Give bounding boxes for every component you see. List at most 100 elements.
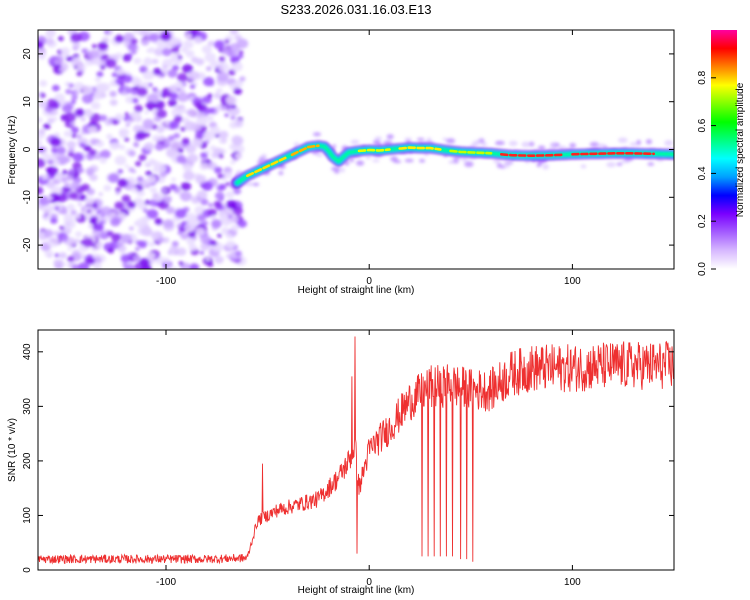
ridge-halo-blob [312, 132, 322, 137]
noise-blob [183, 170, 195, 181]
noise-blob [166, 264, 173, 269]
noise-blob [206, 115, 214, 122]
noise-blob [136, 189, 145, 197]
heatmap-y-tick-label: -20 [22, 237, 33, 252]
snr-y-axis-label: SNR (10 * v/v) [7, 418, 18, 482]
ridge-halo-blob [356, 160, 365, 166]
noise-blob [200, 242, 210, 251]
noise-blob [222, 48, 230, 55]
noise-blob [177, 55, 183, 60]
snr-x-tick-label: 0 [366, 577, 372, 588]
noise-blob [228, 69, 236, 76]
noise-blob [227, 214, 233, 219]
noise-blob [209, 60, 219, 68]
noise-blob [65, 88, 72, 95]
ridge-halo-blob [580, 164, 587, 169]
noise-blob [200, 198, 209, 206]
noise-blob [194, 205, 205, 215]
noise-blob [58, 252, 67, 259]
noise-blob [182, 64, 193, 74]
noise-blob [54, 132, 60, 137]
noise-blob [208, 203, 214, 208]
noise-blob [116, 241, 124, 248]
noise-blob [159, 31, 172, 42]
noise-blob [92, 262, 102, 269]
noise-blob [173, 132, 181, 139]
noise-blob [54, 253, 60, 258]
noise-blob [238, 50, 244, 55]
ridge-halo-blob [542, 164, 549, 170]
noise-blob [98, 192, 103, 197]
noise-blob [39, 80, 48, 87]
noise-blob [76, 134, 82, 139]
ridge-halo-blob [616, 162, 623, 166]
ridge-halo-blob [445, 138, 456, 144]
ridge-halo-blob [374, 136, 383, 141]
ridge-halo-blob [442, 137, 447, 141]
noise-blob [232, 135, 244, 146]
noise-blob [201, 45, 212, 54]
noise-blob [114, 201, 124, 210]
ridge-halo-blob [589, 142, 600, 147]
noise-blob [39, 128, 46, 135]
noise-blob [38, 93, 42, 98]
snr-axes: -100 0 100 0 100 200 300 400 [22, 330, 674, 588]
noise-blob [236, 38, 249, 49]
snr-series-line [38, 336, 674, 565]
noise-blob [231, 61, 243, 72]
ridge-halo-blob [529, 141, 535, 147]
noise-blob [163, 219, 174, 229]
noise-blob [213, 152, 220, 158]
noise-blob [96, 246, 102, 250]
ridge-halo-blob [386, 134, 394, 140]
noise-blob [233, 119, 244, 128]
noise-blob [218, 130, 229, 139]
noise-blob [54, 59, 62, 65]
noise-blob [59, 66, 67, 73]
noise-blob [67, 256, 75, 262]
ridge-halo-blob [365, 155, 371, 160]
noise-blob [44, 250, 54, 258]
noise-blob [66, 140, 77, 149]
noise-blob [111, 233, 121, 242]
noise-blob [159, 171, 167, 178]
colorbar-gradient [711, 30, 737, 269]
noise-blob [67, 151, 75, 158]
noise-blob [207, 93, 213, 98]
ridge-hot-segment [500, 153, 564, 157]
noise-blob [70, 90, 76, 95]
noise-blob [50, 137, 62, 147]
noise-blob [204, 52, 216, 63]
noise-blob [224, 39, 230, 44]
noise-blob [161, 64, 168, 70]
noise-blob [127, 53, 133, 58]
noise-blob [196, 196, 202, 201]
noise-blob [38, 139, 43, 147]
noise-blob [45, 167, 53, 173]
ridge-halo-blob [278, 171, 284, 176]
noise-blob [217, 233, 222, 238]
noise-blob [47, 207, 54, 213]
noise-blob [65, 104, 73, 110]
noise-blob [43, 123, 51, 130]
snr-panel: -100 0 100 0 100 200 300 400 Height of straight… [7, 329, 675, 596]
noise-blob [142, 118, 154, 129]
noise-blob [45, 38, 54, 45]
ridge-halo-blob [332, 144, 337, 149]
noise-blob [77, 202, 83, 207]
noise-blob [237, 53, 244, 59]
noise-blob [148, 241, 155, 247]
noise-blob [170, 140, 182, 151]
noise-blob [117, 169, 124, 174]
ridge-halo-blob [331, 166, 341, 172]
snr-y-tick-label: 400 [22, 343, 33, 360]
noise-blob [96, 71, 104, 78]
noise-blob [72, 42, 81, 49]
noise-blob [61, 261, 67, 267]
noise-blob [149, 187, 157, 194]
noise-blob [66, 203, 75, 211]
ridge-halo-blob [549, 143, 556, 147]
noise-blob [89, 174, 98, 182]
noise-blob [115, 187, 122, 193]
